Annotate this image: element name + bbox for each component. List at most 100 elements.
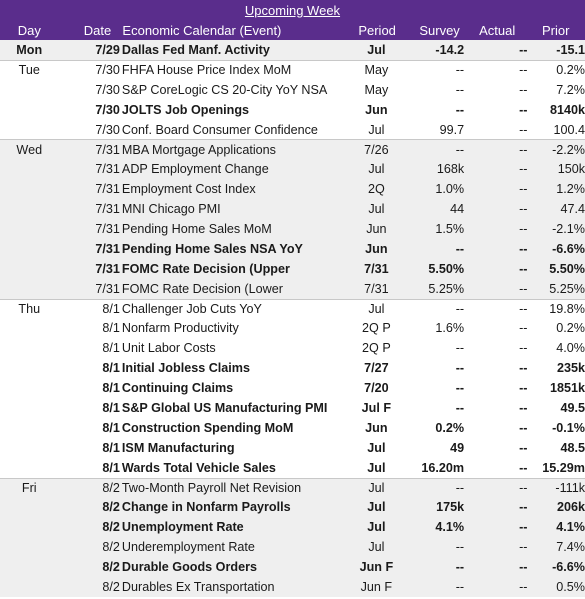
- cell-period: Jun: [365, 420, 388, 435]
- cell-survey: 99.7: [439, 122, 465, 137]
- cell-prior: 49.5: [560, 400, 585, 415]
- cell-day: Thu: [18, 302, 41, 317]
- cell-date: 8/2: [102, 481, 120, 496]
- table-row: 8/1 Initial Jobless Claims 7/27 -- -- 235k: [0, 358, 585, 378]
- table-title: Upcoming Week: [244, 2, 341, 18]
- table-row: 8/2 Durable Goods Orders Jun F -- -- -6.6%: [0, 557, 585, 578]
- cell-period: 2Q P: [362, 341, 391, 356]
- cell-survey: --: [455, 142, 465, 157]
- cell-date: 8/1: [102, 341, 120, 356]
- cell-actual: --: [519, 241, 528, 256]
- cell-actual: --: [519, 122, 528, 137]
- cell-actual: --: [519, 520, 528, 535]
- cell-prior: 0.5%: [556, 579, 585, 594]
- cell-period: Jun: [366, 221, 387, 236]
- cell-day: Tue: [18, 63, 40, 78]
- cell-prior: -111k: [555, 481, 585, 496]
- cell-actual: --: [519, 500, 528, 515]
- cell-event: Wards Total Vehicle Sales: [121, 460, 276, 475]
- cell-actual: --: [519, 42, 528, 57]
- cell-date: 8/1: [102, 381, 120, 396]
- cell-survey: --: [455, 361, 465, 376]
- table-row: 8/1 ISM Manufacturing Jul 49 -- 48.5: [0, 438, 585, 458]
- table-row: 8/2 Durables Ex Transportation Jun F -- -- 0.…: [0, 577, 585, 597]
- table-row: 8/1 Nonfarm Productivity 2Q P 1.6% -- 0.2%: [0, 318, 585, 338]
- cell-actual: --: [519, 162, 528, 177]
- table-row: 7/30 Conf. Board Consumer Confidence Jul 99…: [0, 120, 585, 140]
- cell-prior: 5.50%: [549, 261, 585, 276]
- cell-date: 8/2: [102, 500, 120, 515]
- cell-prior: -0.1%: [552, 420, 585, 435]
- cell-period: 2Q: [367, 182, 385, 197]
- cell-actual: --: [519, 202, 528, 217]
- table-row: 7/31 ADP Employment Change Jul 168k -- 150k: [0, 159, 585, 180]
- cell-date: 8/1: [102, 440, 120, 455]
- cell-prior: 19.8%: [549, 302, 585, 317]
- cell-actual: --: [519, 321, 528, 336]
- cell-event: FOMC Rate Decision (Upper: [121, 261, 290, 276]
- cell-event: Change in Nonfarm Payrolls: [121, 500, 291, 515]
- cell-actual: --: [519, 361, 528, 376]
- cell-date: 7/31: [95, 142, 120, 157]
- cell-date: 8/1: [102, 400, 120, 415]
- cell-actual: --: [519, 142, 528, 157]
- cell-event: ADP Employment Change: [121, 162, 269, 177]
- cell-actual: --: [519, 440, 528, 455]
- cell-survey: --: [455, 560, 465, 575]
- cell-date: 8/2: [102, 579, 120, 594]
- cell-date: 7/30: [95, 102, 120, 117]
- cell-prior: -15.1: [556, 42, 585, 57]
- cell-prior: -6.6%: [552, 241, 585, 256]
- cell-date: 8/2: [102, 520, 120, 535]
- cell-event: Nonfarm Productivity: [121, 321, 239, 336]
- cell-survey: 5.25%: [428, 281, 465, 296]
- cell-prior: 4.1%: [556, 520, 585, 535]
- cell-period: Jun F: [359, 560, 394, 575]
- table-row: 7/31 Pending Home Sales MoM Jun 1.5% -- -2.1%: [0, 219, 585, 239]
- cell-survey: --: [455, 481, 465, 496]
- cell-event: MBA Mortgage Applications: [121, 142, 276, 157]
- cell-event: S&P Global US Manufacturing PMI: [121, 400, 328, 415]
- header-actual: Actual: [479, 22, 516, 38]
- cell-prior: 235k: [556, 361, 585, 376]
- cell-event: Unit Labor Costs: [121, 341, 216, 356]
- cell-event: ISM Manufacturing: [121, 440, 235, 455]
- cell-date: 8/1: [102, 361, 120, 376]
- cell-survey: 168k: [436, 162, 465, 177]
- header-prior: Prior: [541, 22, 570, 38]
- cell-actual: --: [519, 82, 528, 97]
- cell-date: 8/2: [102, 540, 120, 555]
- cell-actual: --: [519, 420, 528, 435]
- cell-event: Construction Spending MoM: [121, 420, 294, 435]
- cell-event: Challenger Job Cuts YoY: [121, 302, 262, 317]
- cell-actual: --: [519, 341, 528, 356]
- cell-survey: 0.2%: [435, 420, 465, 435]
- cell-event: JOLTS Job Openings: [121, 102, 250, 117]
- table-row: 8/1 Wards Total Vehicle Sales Jul 16.20m -- 1…: [0, 458, 585, 478]
- cell-event: Two-Month Payroll Net Revision: [121, 481, 302, 496]
- cell-prior: -2.2%: [552, 142, 585, 157]
- cell-day: Wed: [16, 142, 43, 157]
- header-row: Day Date Economic Calendar (Event) Perio…: [0, 20, 585, 40]
- cell-day: Mon: [16, 42, 43, 57]
- cell-event: S&P CoreLogic CS 20-City YoY NSA: [121, 82, 328, 97]
- table-row: Wed 7/31 MBA Mortgage Applications 7/26 -- --…: [0, 139, 585, 160]
- table-row: Tue 7/30 FHFA House Price Index MoM May -- --…: [0, 59, 585, 80]
- cell-period: Jul: [367, 42, 386, 57]
- cell-date: 7/30: [95, 82, 120, 97]
- cell-event: Initial Jobless Claims: [121, 361, 251, 376]
- cell-actual: --: [519, 302, 528, 317]
- cell-day: Fri: [21, 481, 37, 496]
- cell-survey: --: [455, 102, 465, 117]
- cell-period: 7/20: [364, 381, 389, 396]
- cell-survey: 49: [450, 440, 465, 455]
- cell-period: May: [364, 82, 389, 97]
- cell-period: Jul: [368, 302, 385, 317]
- table-row: Fri 8/2 Two-Month Payroll Net Revision Jul -…: [0, 477, 585, 498]
- cell-prior: 1.2%: [556, 182, 585, 197]
- cell-event: FOMC Rate Decision (Lower: [121, 281, 283, 296]
- table-row: 7/31 Employment Cost Index 2Q 1.0% -- 1.2%: [0, 179, 585, 200]
- cell-event: Employment Cost Index: [121, 182, 256, 197]
- cell-date: 7/31: [95, 281, 120, 296]
- cell-event: Continuing Claims: [121, 381, 234, 396]
